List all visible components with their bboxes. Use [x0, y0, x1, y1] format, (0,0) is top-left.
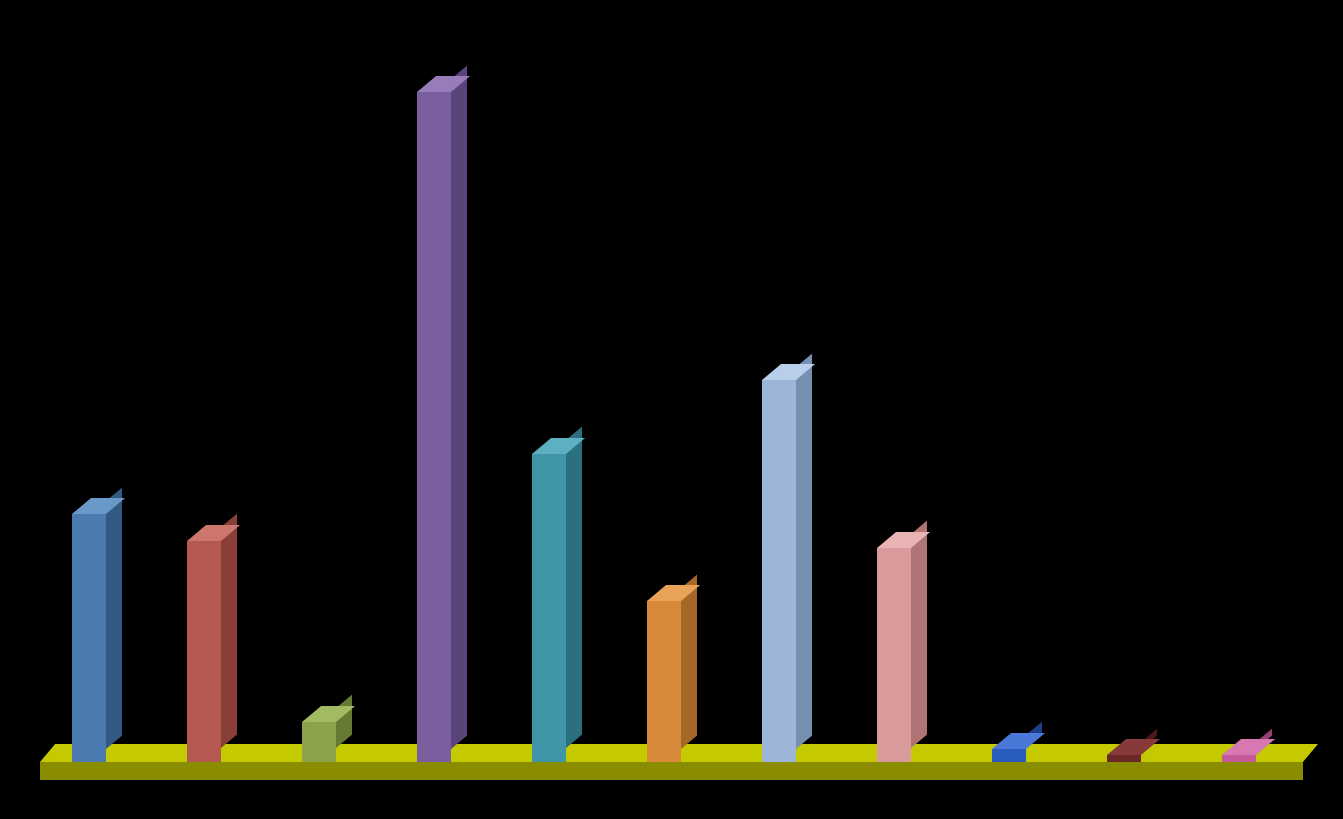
bar-7 [877, 532, 927, 762]
bar-front [532, 454, 566, 762]
bar-5 [647, 585, 697, 762]
bar-4 [532, 438, 582, 762]
bar-side [681, 574, 697, 748]
bar-front [417, 92, 451, 762]
bar-front [647, 601, 681, 762]
bar-side [451, 65, 467, 748]
bar-side [566, 427, 582, 749]
bar-front [302, 722, 336, 762]
bar-side [221, 514, 237, 749]
platform-front [40, 762, 1303, 780]
bar-side [796, 353, 812, 748]
bar-front [72, 514, 106, 762]
bar-front [877, 548, 911, 762]
bar-front [1107, 755, 1141, 762]
bar-side [106, 487, 122, 748]
bar-front [992, 749, 1026, 762]
bar-side [336, 695, 352, 749]
bar-side [911, 521, 927, 749]
bar-top [1107, 739, 1160, 755]
bar-6 [762, 364, 812, 762]
bar-3 [417, 76, 467, 762]
bar-8 [992, 733, 1042, 762]
bar-chart-3d [40, 60, 1303, 780]
bar-2 [302, 706, 352, 762]
bar-0 [72, 498, 122, 762]
bar-top [992, 733, 1045, 749]
bar-9 [1107, 739, 1157, 762]
bar-1 [187, 525, 237, 762]
bar-front [1222, 755, 1256, 762]
bar-10 [1222, 739, 1272, 762]
bar-front [187, 541, 221, 762]
bar-top [1222, 739, 1275, 755]
bar-front [762, 380, 796, 762]
